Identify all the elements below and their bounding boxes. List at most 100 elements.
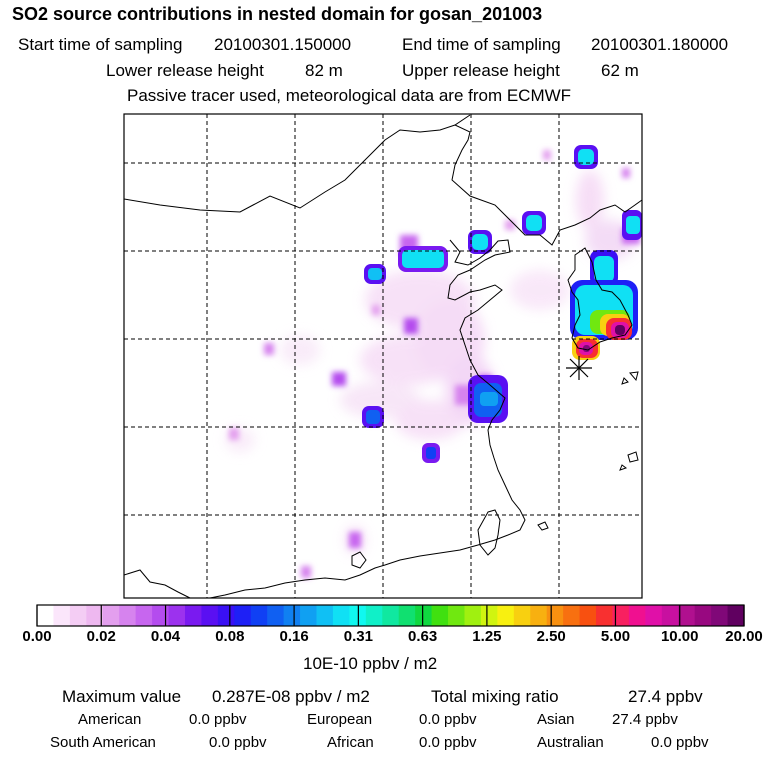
- colorbar-cell: [448, 605, 466, 626]
- colorbar-cell: [135, 605, 153, 626]
- colorbar-cell: [316, 605, 334, 626]
- colorbar-frame: [36, 604, 745, 627]
- colorbar-cell: [201, 605, 219, 626]
- region-name: African: [327, 734, 374, 751]
- receptor-marker: [566, 356, 592, 380]
- colorbar-cell: [168, 605, 186, 626]
- start-time-value: 20100301.150000: [214, 35, 352, 54]
- colorbar-cell: [711, 605, 729, 626]
- region-name: European: [307, 711, 373, 728]
- colorbar-cell: [645, 605, 663, 626]
- colorbar-label: 0.04: [150, 628, 181, 645]
- lower-height-value: 82 m: [305, 61, 343, 80]
- region-name: Australian: [537, 734, 604, 751]
- region-name: South American: [50, 734, 156, 751]
- colorbar-label: 0.16: [279, 628, 309, 645]
- colorbar-cell: [694, 605, 712, 626]
- colorbar-cell: [267, 605, 285, 626]
- colorbar-cell: [530, 605, 548, 626]
- colorbar-label: 0.31: [343, 628, 373, 645]
- colorbar-cell: [497, 605, 515, 626]
- total-mixing-label: Total mixing ratio: [431, 687, 559, 706]
- high-concentration-cores: [362, 145, 642, 463]
- colorbar-cell: [612, 605, 630, 626]
- northern-border-line: [451, 124, 643, 246]
- colorbar-label: 20.00: [725, 628, 763, 645]
- colorbar-cell: [727, 605, 745, 626]
- colorbar-label: 10.00: [660, 628, 699, 645]
- faint-plume-haze: [225, 170, 635, 554]
- colorbar-cell: [415, 605, 433, 626]
- colorbar-cell: [431, 605, 449, 626]
- colorbar-label: 0.00: [22, 628, 52, 645]
- region-value: 0.0 ppbv: [651, 734, 709, 751]
- colorbar-cell: [596, 605, 614, 626]
- upper-height-value: 62 m: [601, 61, 639, 80]
- colorbar-cell: [382, 605, 400, 626]
- colorbar-label: 2.50: [536, 628, 566, 645]
- colorbar-cell: [152, 605, 170, 626]
- colorbar-cell: [480, 605, 498, 626]
- korea-coastline: [567, 247, 633, 351]
- colorbar-cell: [678, 605, 696, 626]
- colorbar-cell: [53, 605, 71, 626]
- end-time-label: End time of sampling: [402, 35, 561, 54]
- colorbar-cell: [579, 605, 597, 626]
- plume-layer: [225, 145, 642, 578]
- colorbar-cell: [283, 605, 301, 626]
- colorbar-label: 0.63: [408, 628, 438, 645]
- taiwan-coastline: [477, 509, 501, 556]
- colorbar-cell: [184, 605, 203, 626]
- colorbar-cell: [365, 605, 383, 626]
- colorbar-cell: [119, 605, 137, 626]
- island: [619, 464, 628, 471]
- colorbar-cell: [628, 605, 646, 626]
- colorbar-label: 0.02: [86, 628, 116, 645]
- border-line: [123, 114, 471, 213]
- lower-height-label: Lower release height: [106, 61, 264, 80]
- region-name: Asian: [537, 711, 575, 728]
- colorbar-cell: [332, 605, 350, 626]
- colorbar: [37, 605, 745, 626]
- region-value: 0.0 ppbv: [189, 711, 247, 728]
- colorbar-cell: [86, 605, 104, 626]
- info-line: Passive tracer used, meteorological data…: [127, 86, 572, 105]
- colorbar-cell: [234, 605, 252, 626]
- colorbar-cell: [661, 605, 679, 626]
- end-time-value: 20100301.180000: [591, 35, 729, 54]
- colorbar-cell: [563, 605, 581, 626]
- region-value: 0.0 ppbv: [209, 734, 267, 751]
- region-value: 0.0 ppbv: [419, 711, 477, 728]
- colorbar-cell: [37, 605, 55, 626]
- island: [627, 451, 639, 463]
- colorbar-cell: [250, 605, 268, 626]
- region-value: 0.0 ppbv: [419, 734, 477, 751]
- region-name: American: [78, 711, 142, 728]
- colorbar-cell: [300, 605, 318, 626]
- max-value-label: Maximum value: [62, 687, 182, 706]
- start-time-label: Start time of sampling: [18, 35, 183, 54]
- colorbar-cell: [398, 605, 416, 626]
- colorbar-label: 5.00: [600, 628, 631, 645]
- page-title: SO2 source contributions in nested domai…: [12, 4, 543, 24]
- island: [537, 521, 549, 531]
- southern-border-line: [123, 569, 191, 599]
- coastlines: [123, 114, 643, 599]
- colorbar-label: 0.08: [215, 628, 245, 645]
- total-mixing-value: 27.4 ppbv: [628, 687, 703, 706]
- island: [621, 377, 629, 385]
- colorbar-cell: [217, 605, 235, 626]
- region-value: 27.4 ppbv: [612, 711, 678, 728]
- colorbar-cell: [69, 605, 87, 626]
- map-frame: [123, 113, 643, 599]
- map-grid: [124, 114, 642, 598]
- hainan-coastline: [351, 551, 367, 569]
- colorbar-cell: [464, 605, 482, 626]
- island: [629, 371, 639, 382]
- colorbar-cell: [102, 605, 120, 626]
- colorbar-cell: [513, 605, 531, 626]
- colorbar-label: 1.25: [472, 628, 502, 645]
- upper-height-label: Upper release height: [402, 61, 560, 80]
- china-coastline: [209, 239, 526, 599]
